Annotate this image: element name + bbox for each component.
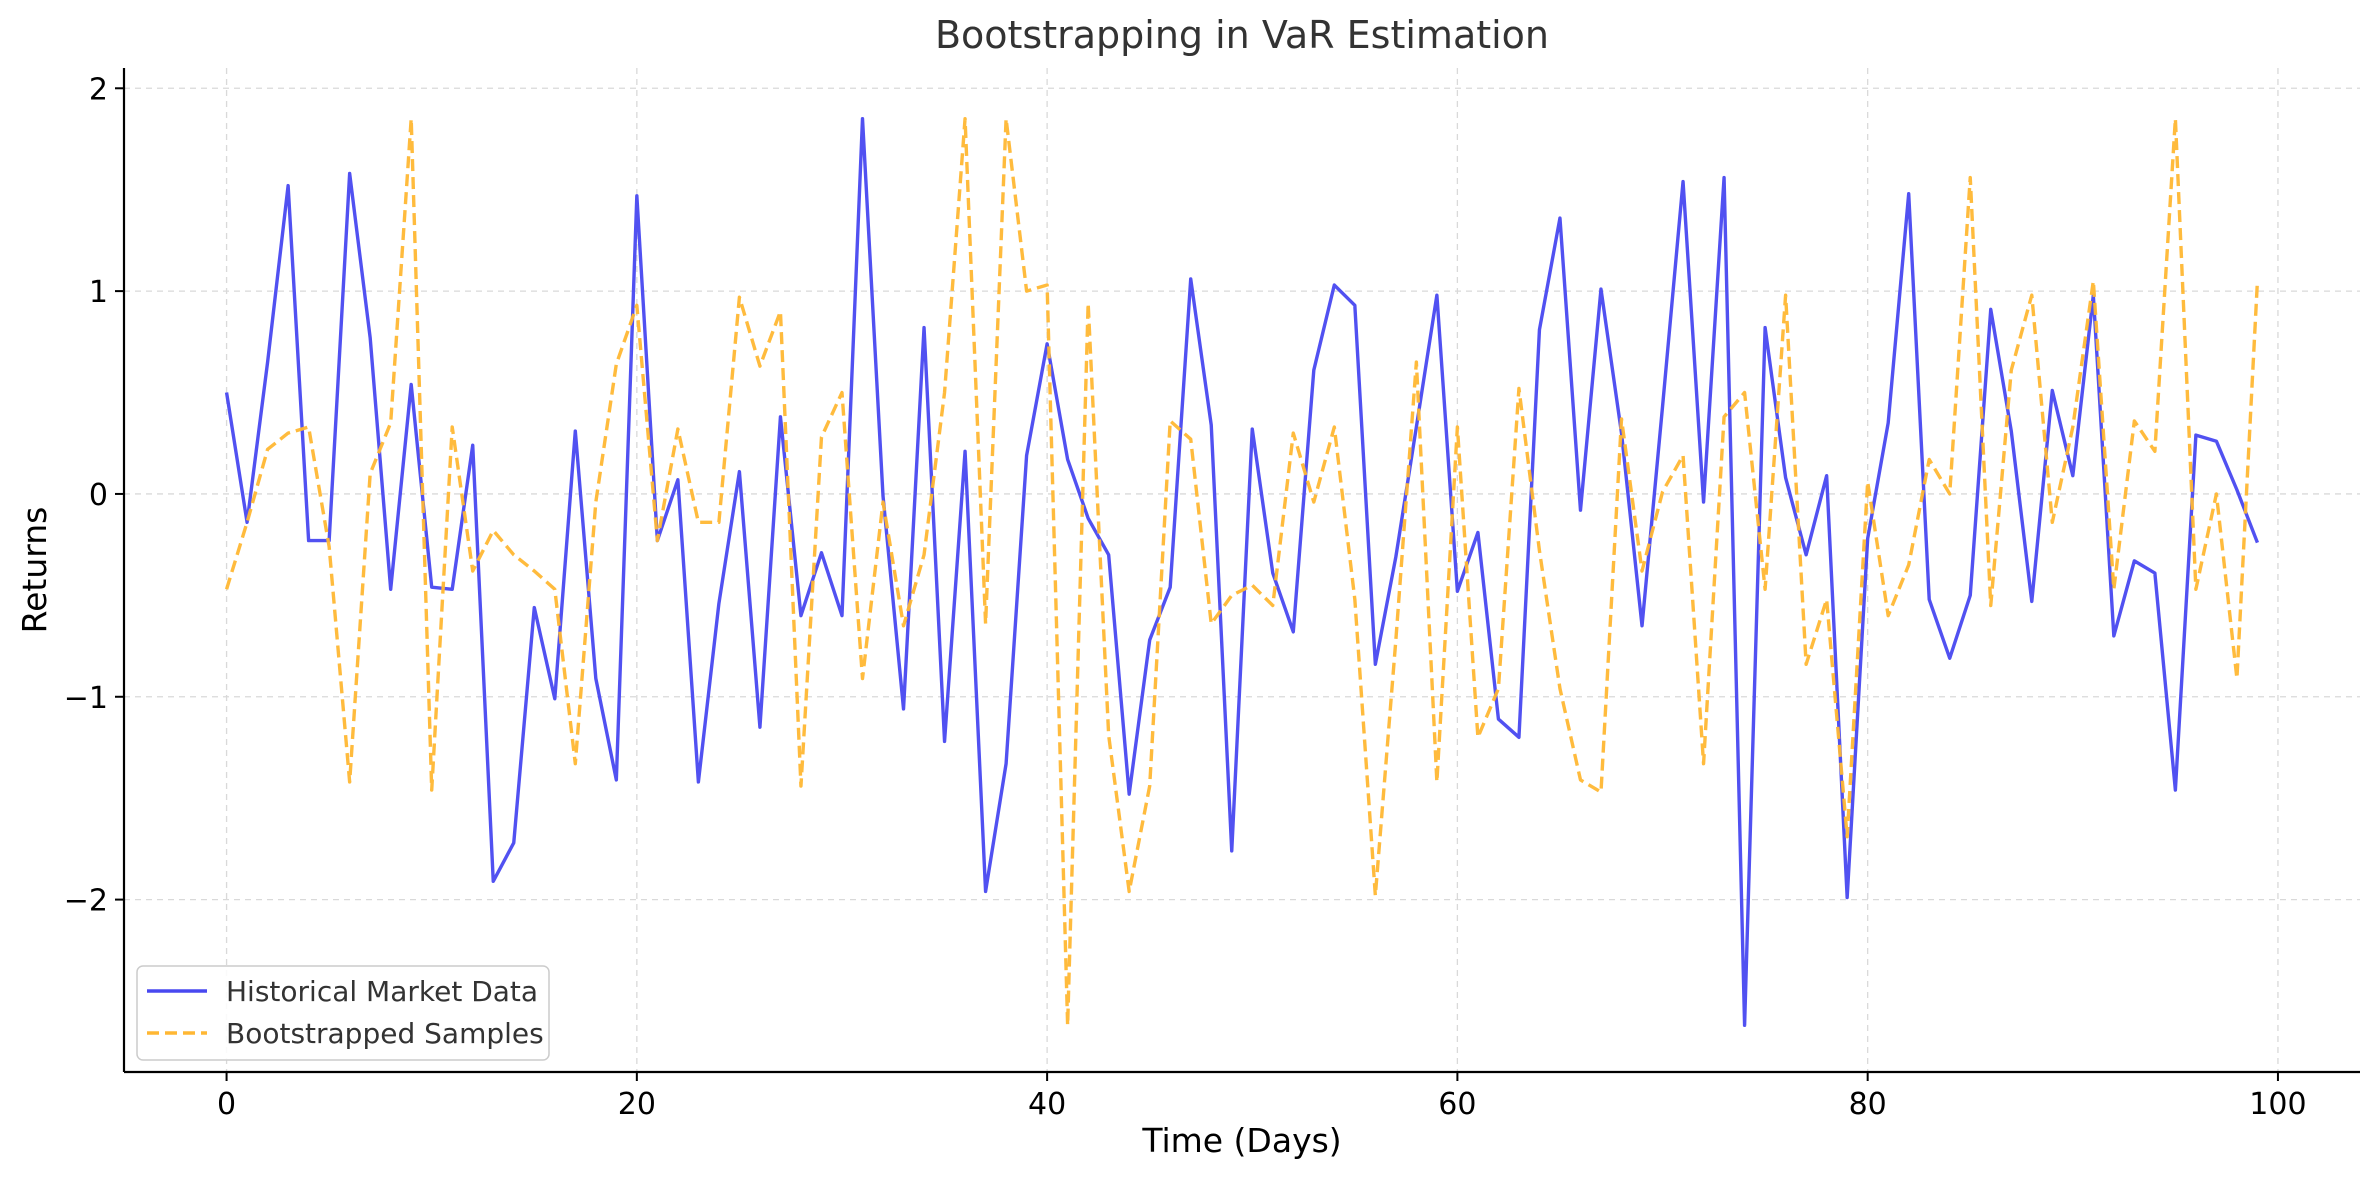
- legend: Historical Market Data Bootstrapped Samp…: [136, 965, 550, 1061]
- legend-label-historical: Historical Market Data: [226, 975, 538, 1008]
- y-tick-label: 1: [89, 275, 108, 310]
- y-tick-label: −2: [64, 884, 108, 919]
- x-tick-label: 40: [1028, 1087, 1066, 1122]
- x-axis-label: Time (Days): [1141, 1121, 1341, 1160]
- y-tick-label: 0: [89, 478, 108, 513]
- x-tick-label: 100: [2249, 1087, 2306, 1122]
- y-tick-label: −1: [64, 681, 108, 716]
- legend-box: [136, 965, 550, 1061]
- ticks-layer: 0 20 40 60 80 100 −2 −1 0 1 2: [64, 72, 2307, 1122]
- x-tick-label: 60: [1438, 1087, 1476, 1122]
- y-axis-label: Returns: [15, 507, 54, 634]
- grid-layer: [124, 68, 2360, 1072]
- x-tick-label: 20: [618, 1087, 656, 1122]
- chart-title: Bootstrapping in VaR Estimation: [935, 13, 1549, 57]
- y-tick-label: 2: [89, 72, 108, 107]
- legend-label-bootstrapped: Bootstrapped Samples: [226, 1017, 544, 1050]
- x-tick-label: 0: [217, 1087, 236, 1122]
- axes-layer: [122, 68, 2360, 1074]
- series-line-historical: [224, 117, 2260, 1028]
- series-line-bootstrapped: [224, 117, 2260, 1028]
- x-tick-label: 80: [1849, 1087, 1887, 1122]
- series-layer: [224, 117, 2260, 1028]
